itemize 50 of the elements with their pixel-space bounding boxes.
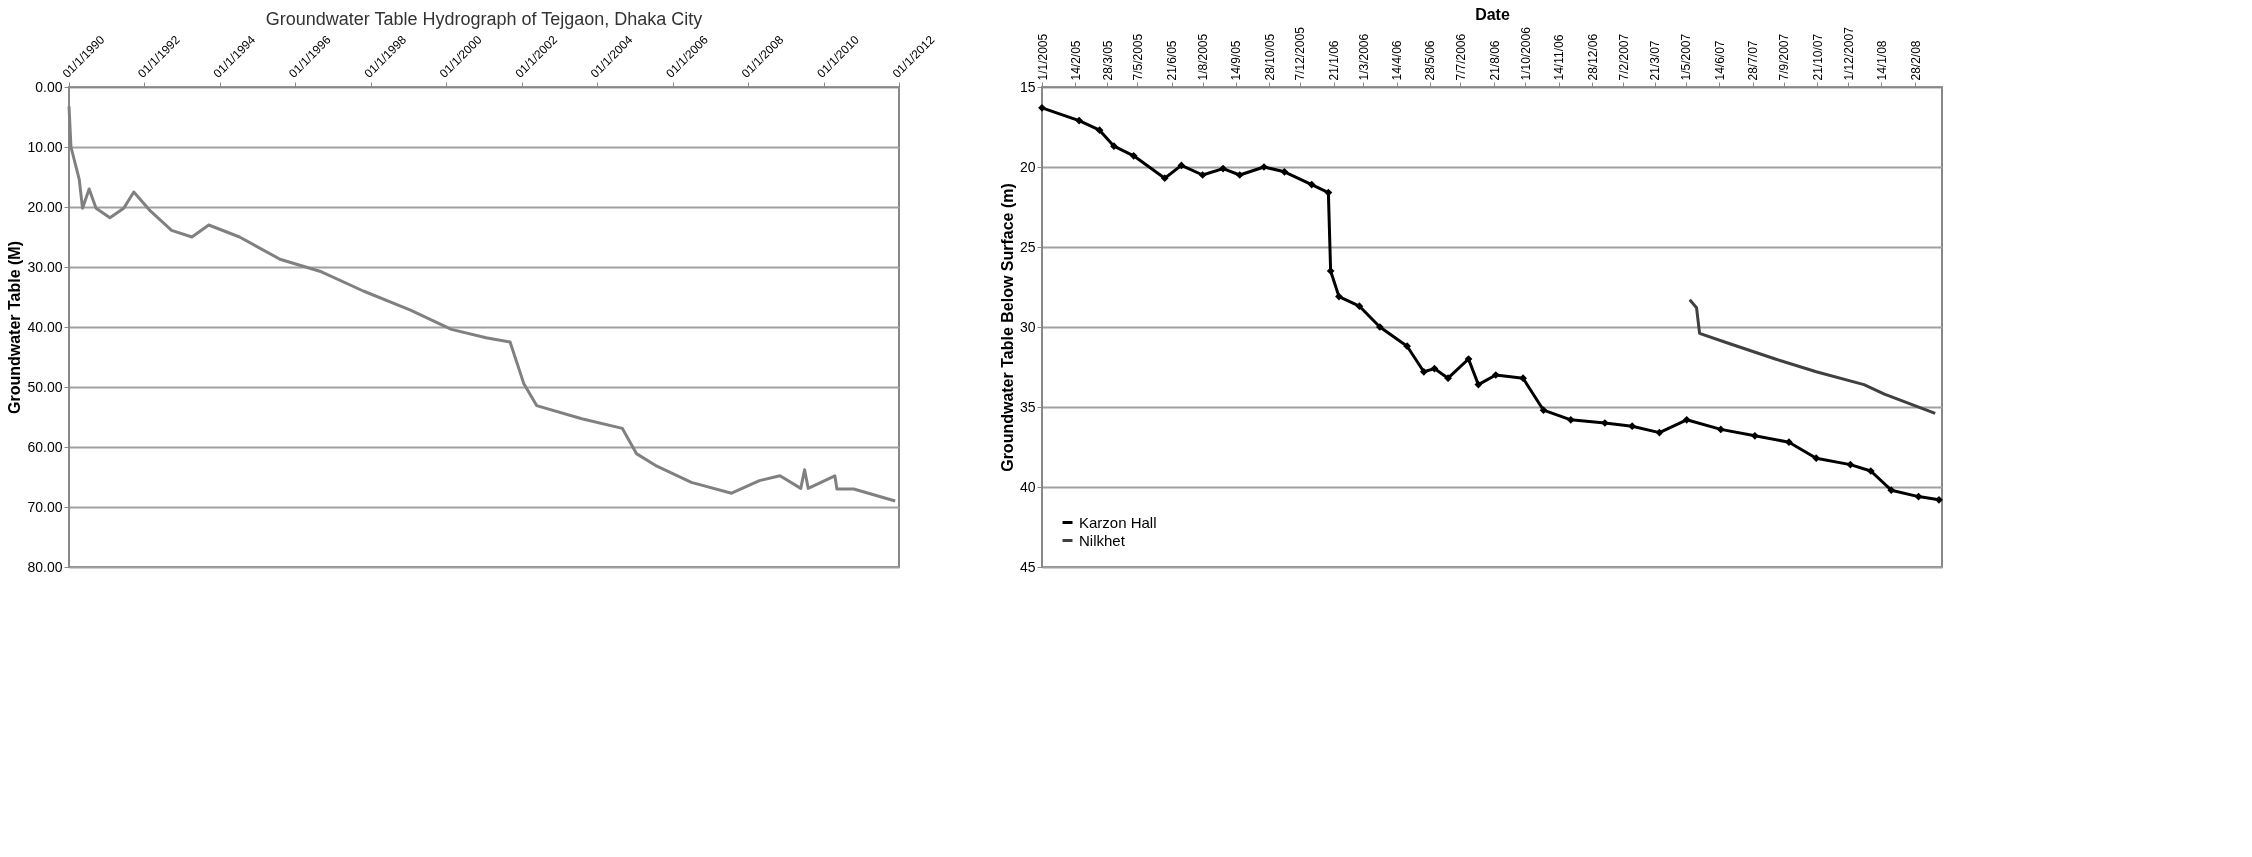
x-tick-label: 21/1/06 [1327,40,1342,81]
x-tick-label: 28/12/06 [1585,33,1600,81]
x-tick-label: 7/5/2005 [1130,33,1145,81]
x-tick-label: 1/12/2007 [1841,26,1856,81]
x-tick-label: 7/2/2007 [1616,33,1631,81]
x-tick-label: 21/6/05 [1165,40,1180,81]
y-tick-label: 20.00 [27,198,63,215]
x-tick-label: 28/10/05 [1262,33,1277,81]
y-tick-label: 30.00 [27,258,63,275]
y-tick-label: 15 [1019,78,1036,95]
x-tick-label: 1/8/2005 [1196,33,1211,81]
x-tick-label: 21/10/07 [1810,33,1825,81]
y-tick-label: 40 [1019,478,1036,495]
x-tick-label: 28/5/06 [1423,40,1438,81]
x-tick-label: 7/9/2007 [1777,33,1792,81]
x-tick-label: 1/10/2006 [1518,26,1533,81]
y-tick-label: 0.00 [35,78,63,95]
x-tick-label: 14/11/06 [1552,34,1567,81]
x-tick-label: 28/3/05 [1100,40,1115,81]
chart-title: Groundwater Table Hydrograph of Tejgaon, Dhaka City [265,9,703,30]
x-tick-label: 28/2/08 [1908,40,1923,81]
legend-label: Karzon Hall [1079,513,1157,531]
x-tick-label: 14/9/05 [1229,40,1244,81]
x-tick-label: 21/8/06 [1487,40,1502,81]
x-tick-label: 21/3/07 [1648,40,1663,81]
y-tick-label: 35 [1019,398,1036,415]
y-tick-label: 30 [1019,318,1036,335]
x-tick-label: 28/7/07 [1746,40,1761,81]
x-tick-label: 14/6/07 [1712,40,1727,81]
y-tick-label: 70.00 [27,498,63,515]
x-axis-title: Date [1475,6,1510,24]
y-axis-title: Groundwater Table Below Surface (m) [998,183,1016,472]
x-tick-label: 1/3/2006 [1356,33,1371,81]
x-tick-label: 14/1/08 [1874,40,1889,81]
y-tick-label: 10.00 [27,138,63,155]
y-tick-label: 50.00 [27,378,63,395]
y-tick-label: 60.00 [27,438,63,455]
x-tick-label: 14/4/06 [1390,40,1405,81]
x-tick-label: 1/5/2007 [1679,33,1694,81]
x-tick-label: 7/12/2005 [1293,26,1308,81]
y-tick-label: 20 [1019,158,1036,175]
y-axis-title: Groundwater Table (M) [6,240,24,415]
x-tick-label: 14/2/05 [1068,40,1083,81]
y-tick-label: 45 [1019,558,1036,575]
x-tick-label: 7/7/2006 [1453,33,1468,81]
y-tick-label: 80.00 [27,558,63,575]
legend-label: Nilkhet [1079,531,1126,549]
y-tick-label: 25 [1019,238,1036,255]
y-tick-label: 40.00 [27,318,63,335]
x-tick-label: 1/1/2005 [1035,33,1050,81]
